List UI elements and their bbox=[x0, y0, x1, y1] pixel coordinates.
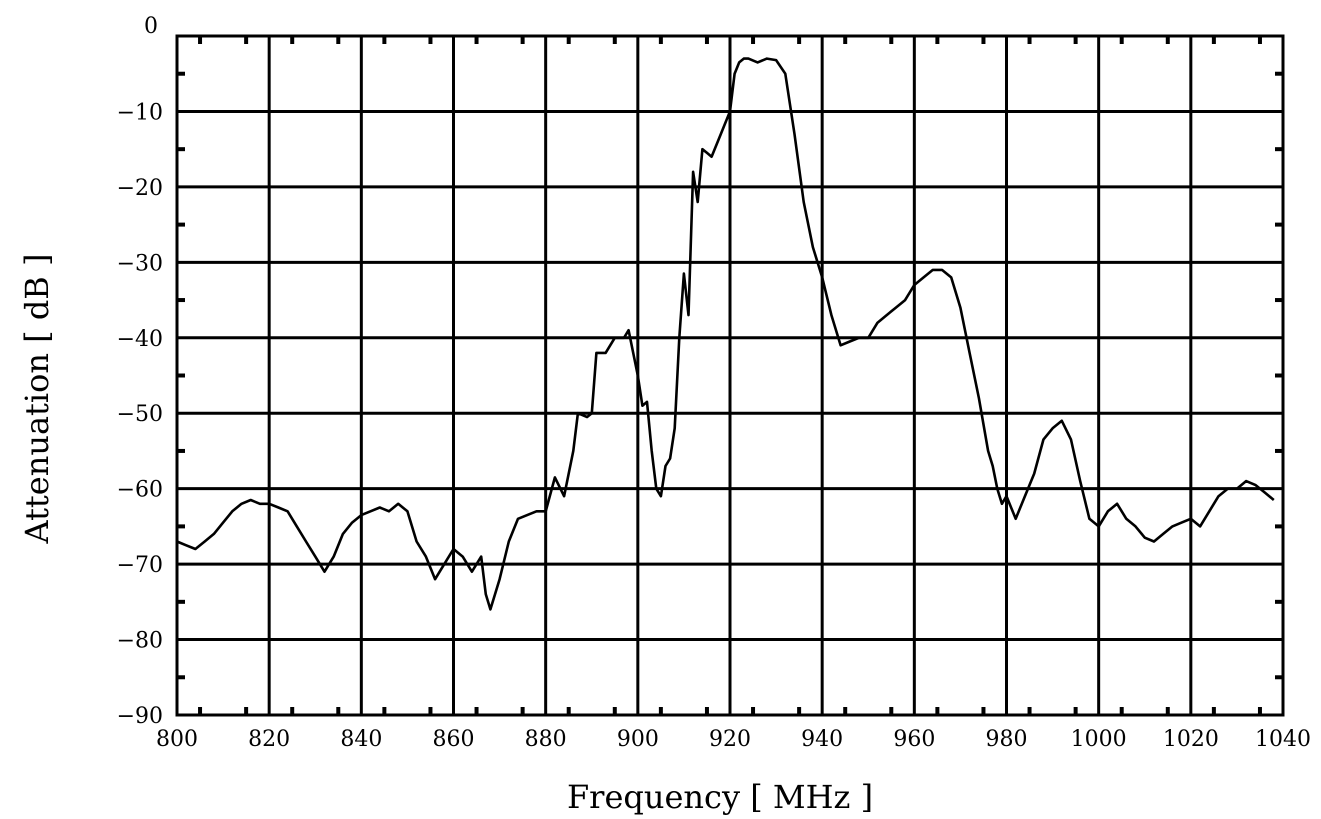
x-axis-ticks: 800 820 840 860 880 900 920 940 960 980 1000 1020 10… bbox=[156, 727, 1311, 752]
x-tick-label: 820 bbox=[248, 727, 290, 752]
x-tick-label: 860 bbox=[433, 727, 475, 752]
y-axis-title: Attenuation [ dB ] bbox=[18, 254, 56, 545]
x-tick-label: 840 bbox=[340, 727, 382, 752]
grid bbox=[177, 36, 1283, 715]
x-tick-label: 900 bbox=[617, 727, 659, 752]
x-tick-label: 940 bbox=[801, 727, 843, 752]
y-tick-label: −60 bbox=[117, 478, 163, 503]
x-tick-label: 980 bbox=[986, 727, 1028, 752]
x-tick-label: 880 bbox=[525, 727, 567, 752]
minor-ticks bbox=[177, 36, 1283, 715]
y-tick-label: 0 bbox=[144, 14, 158, 39]
y-tick-label: −90 bbox=[117, 704, 163, 729]
y-tick-label: −10 bbox=[117, 100, 163, 125]
x-axis-title: Frequency [ MHz ] bbox=[567, 778, 873, 816]
x-tick-label: 1000 bbox=[1071, 727, 1127, 752]
y-tick-label: −80 bbox=[117, 629, 163, 654]
x-tick-label: 800 bbox=[156, 727, 198, 752]
y-tick-label: −20 bbox=[117, 176, 163, 201]
x-tick-label: 920 bbox=[709, 727, 751, 752]
x-tick-label: 1020 bbox=[1163, 727, 1219, 752]
y-tick-label: −30 bbox=[117, 251, 163, 276]
x-tick-label: 960 bbox=[893, 727, 935, 752]
y-tick-label: −40 bbox=[117, 327, 163, 352]
attenuation-series-line bbox=[176, 57, 1275, 611]
y-axis-ticks: 0 −10 −20 −30 −40 −50 −60 −70 −80 −90 bbox=[117, 14, 163, 729]
x-tick-label: 1040 bbox=[1255, 727, 1311, 752]
y-tick-label: −70 bbox=[117, 553, 163, 578]
y-tick-label: −50 bbox=[117, 402, 163, 427]
